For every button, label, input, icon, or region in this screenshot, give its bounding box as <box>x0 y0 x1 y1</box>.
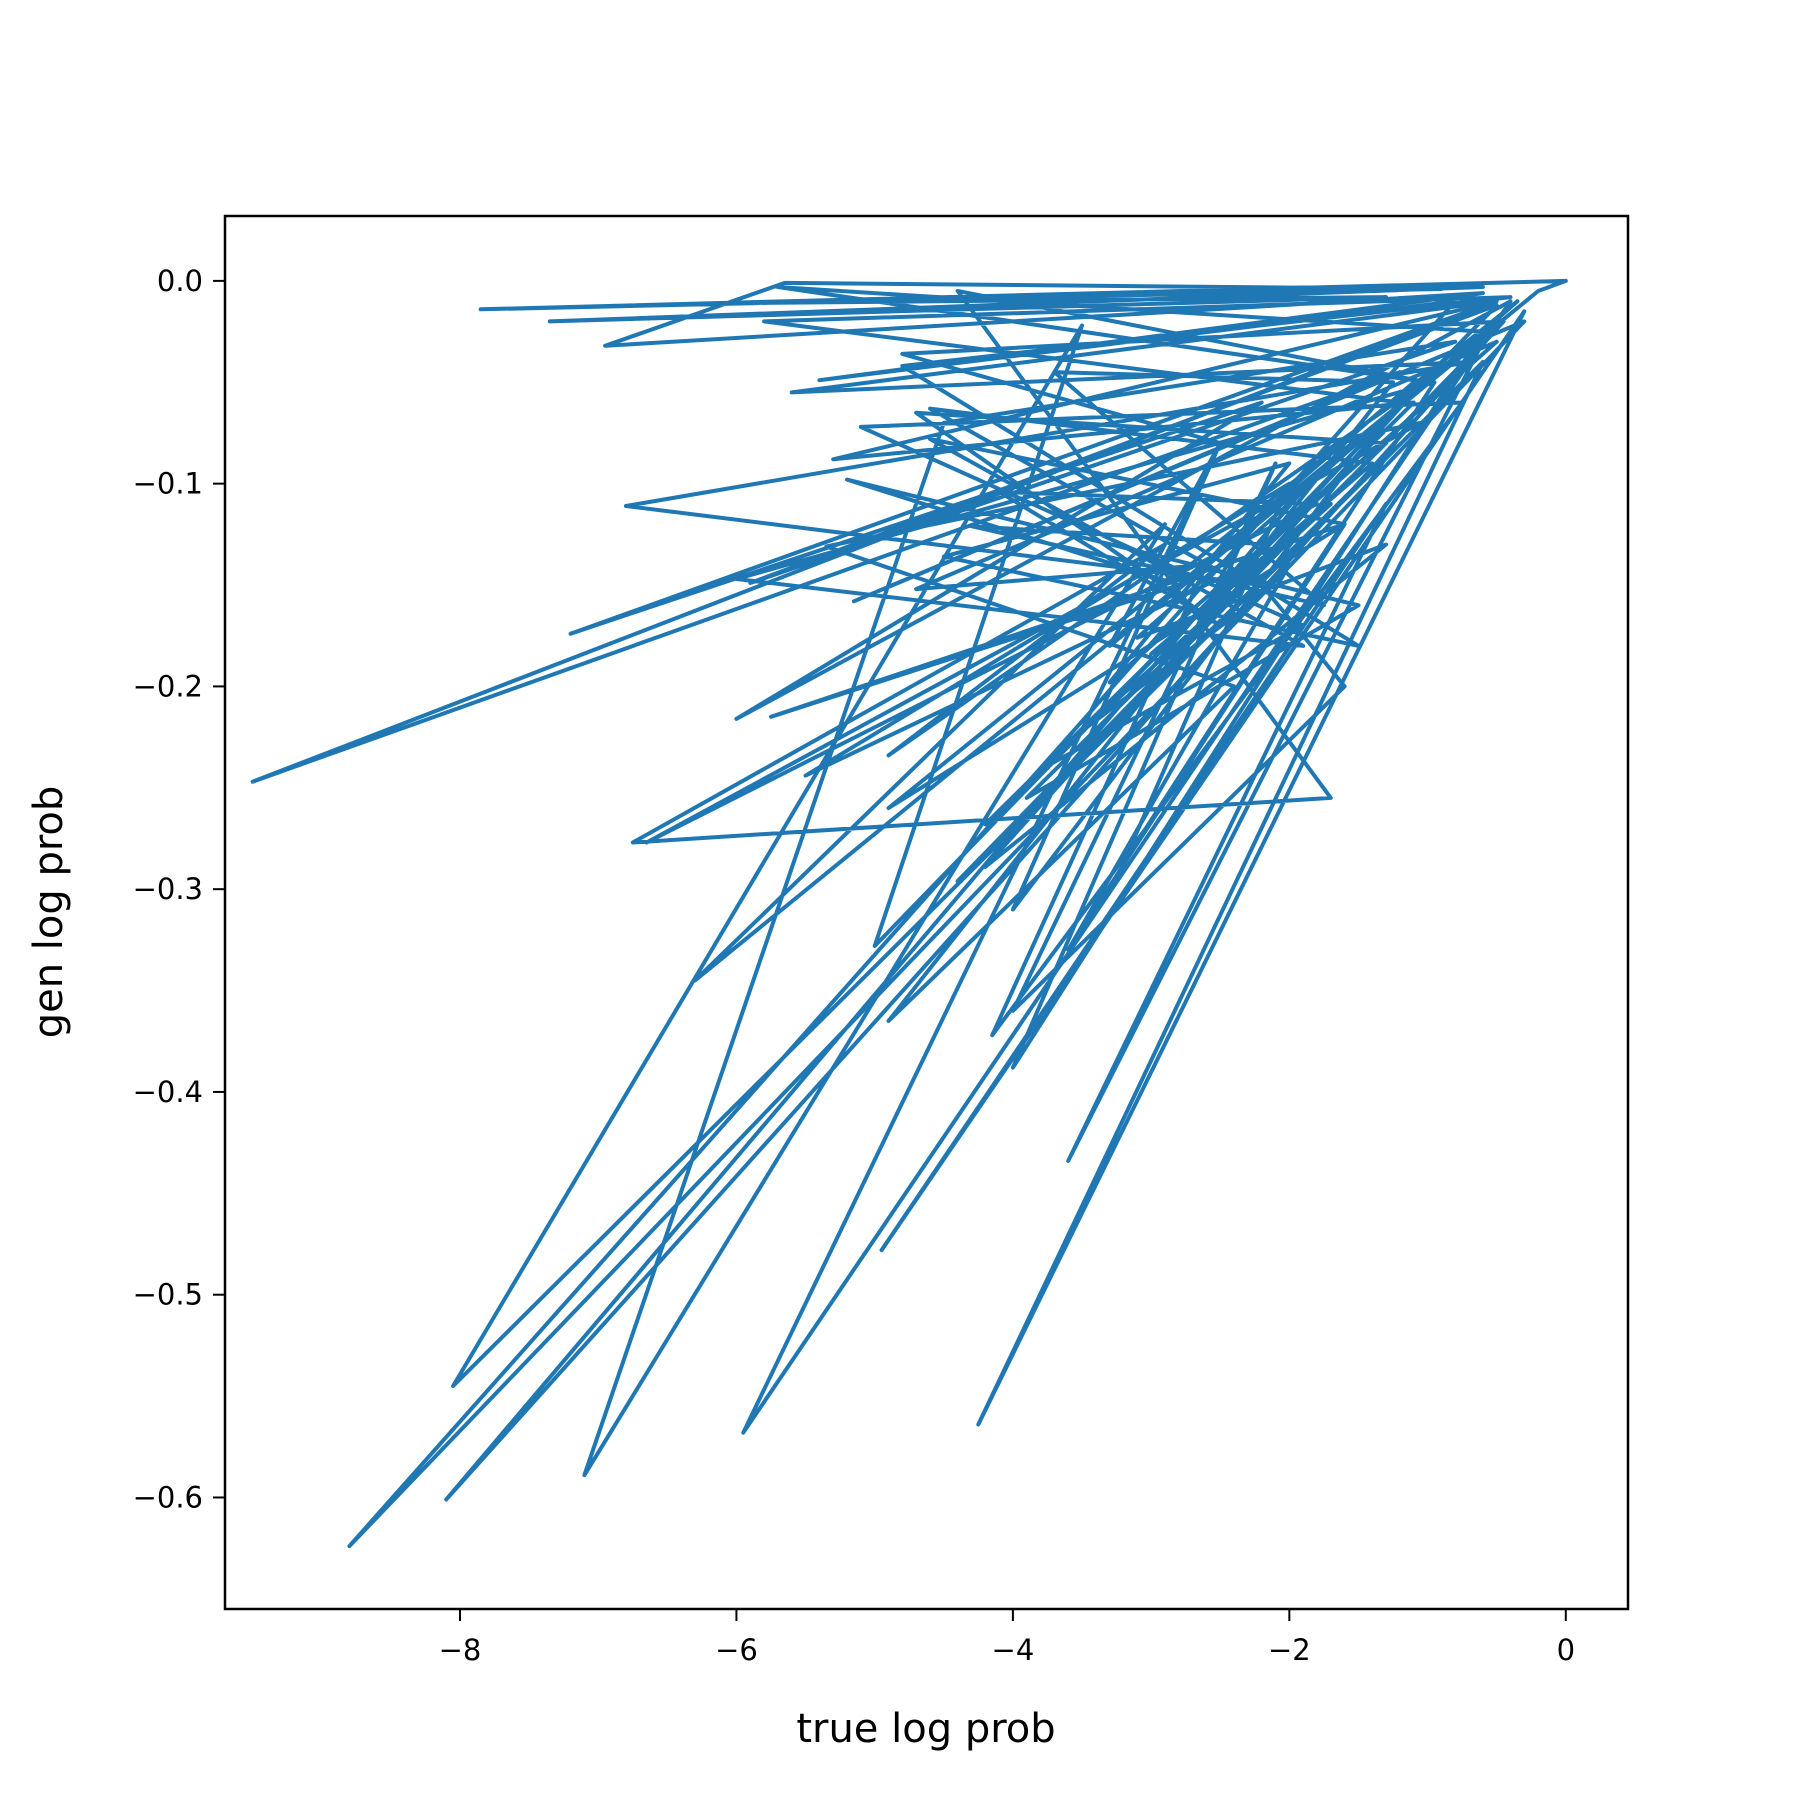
x-tick-label: −4 <box>992 1633 1035 1667</box>
y-axis-label: gen log prob <box>26 786 72 1039</box>
series-layer <box>250 278 1568 1549</box>
x-axis-ticks: −8 −6 −4 −2 0 <box>439 1609 1575 1667</box>
y-tick-label: −0.6 <box>133 1480 203 1514</box>
y-tick-label: −0.4 <box>133 1075 203 1109</box>
x-tick-label: −6 <box>715 1633 758 1667</box>
x-axis-label: true log prob <box>796 1706 1055 1752</box>
y-tick-label: −0.3 <box>133 872 203 906</box>
series-line <box>250 278 1568 1549</box>
y-tick-label: −0.2 <box>133 669 203 703</box>
x-tick-label: −8 <box>439 1633 482 1667</box>
x-tick-label: −2 <box>1268 1633 1311 1667</box>
x-tick-label: 0 <box>1557 1633 1575 1667</box>
plot-frame <box>223 214 1630 1611</box>
y-tick-label: −0.1 <box>133 467 203 501</box>
y-axis-ticks: 0.0 −0.1 −0.2 −0.3 −0.4 −0.5 −0.6 <box>133 264 225 1514</box>
y-tick-label: 0.0 <box>157 264 203 298</box>
y-tick-label: −0.5 <box>133 1278 203 1312</box>
